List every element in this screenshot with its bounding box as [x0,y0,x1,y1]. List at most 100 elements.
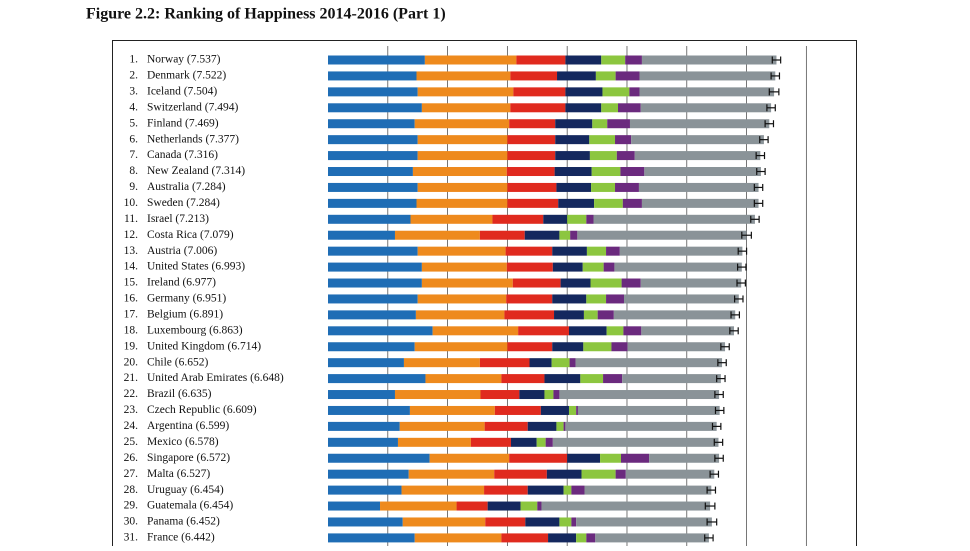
bar-segment [565,87,603,97]
bar-segment [559,517,572,527]
rank-label: 5. [129,117,138,129]
bar-segment [555,135,590,145]
rank-label: 3. [129,86,138,98]
bar-segment [568,326,607,336]
bar-segment [544,374,581,384]
rank-label: 8. [129,165,138,177]
bar-segment [408,469,495,479]
bar-segment [641,326,735,336]
rank-label: 22. [124,388,139,400]
bar-segment [328,390,395,400]
rank-label: 1. [129,54,138,66]
bar-segment [565,55,602,65]
bar-segment [571,517,577,527]
bar-segment [412,167,507,177]
bar-segment [557,71,596,81]
error-bar [771,56,782,64]
bar-segment [560,278,591,288]
bar-segment [622,374,721,384]
rank-label: 13. [124,245,139,257]
bar-segment [558,198,595,208]
category-label: Luxembourg (6.863) [147,324,243,336]
error-bar [737,247,748,255]
bar-segment [487,501,521,511]
category-label: Finland (7.469) [147,117,219,129]
rank-label: 28. [124,484,139,496]
bar-segment [601,55,626,65]
rank-label: 4. [129,101,138,113]
bar-segment [416,198,508,208]
bar-segment [510,103,566,113]
bar-segment [505,246,553,256]
rank-label: 23. [124,404,139,416]
bar-segment [603,374,623,384]
bar-segment [417,182,508,192]
bar-segment [552,294,587,304]
bar-segment [328,87,418,97]
bar-segment [548,533,577,543]
bar-segment [568,405,577,415]
bar-segment [621,453,650,463]
bar-segment [552,437,719,447]
rank-label: 27. [124,468,139,480]
bar-segment [567,453,601,463]
rank-label: 15. [124,277,139,289]
rank-label: 31. [124,532,139,544]
bar-segment [328,230,395,240]
error-bar [734,295,744,303]
bar-segment [479,230,525,240]
bar-segment [507,135,556,145]
bar-segment [649,453,720,463]
bar-segment [606,246,620,256]
chart-title: Figure 2.2: Ranking of Happiness 2014-20… [86,6,446,23]
bar-segment [553,390,560,400]
bar-segment [401,485,485,495]
rank-label: 24. [124,420,139,432]
category-label: United Kingdom (6.714) [147,340,261,352]
error-bar [714,454,724,462]
bar-segment [619,246,743,256]
bar-segment [529,358,552,368]
category-label: Argentina (6.599) [147,420,229,432]
error-bar [729,327,739,335]
category-label: Germany (6.951) [147,293,226,305]
bar-segment [328,405,410,415]
bar-segment [328,358,404,368]
bar-segment [552,342,584,352]
rank-label: 7. [129,149,138,161]
bar-segment [615,182,639,192]
bar-segment [328,214,411,224]
category-label: United Arab Emirates (6.648) [147,372,284,384]
error-bar [716,375,726,383]
bar-segment [567,214,587,224]
frame [112,40,857,551]
bar-segment [328,453,430,463]
bar-segment [470,437,511,447]
bar-segment [328,469,409,479]
bar-segment [576,405,578,415]
bar-segment [421,103,511,113]
bar-segment [586,533,596,543]
rank-label: 9. [129,181,138,193]
bar-segment [545,437,553,447]
bar-segment [616,151,635,161]
bar-segment [552,262,583,272]
rank-label: 10. [124,197,139,209]
bar-segment [492,214,544,224]
bar-segment [328,71,417,81]
bar-segment [559,230,571,240]
bar-segment [611,342,628,352]
bar-segment [328,135,418,145]
category-label: Uruguay (6.454) [147,484,224,496]
bar-segment [504,310,555,320]
category-label: Mexico (6.578) [147,436,219,448]
rank-label: 11. [124,213,138,225]
bar-segment [328,501,381,511]
bar-segment [615,71,640,81]
bar-segment [513,87,566,97]
rank-label: 26. [124,452,139,464]
rank-label: 12. [124,229,139,241]
bar-segment [328,262,422,272]
rank-label: 17. [124,309,139,321]
bar-segment [328,485,402,495]
